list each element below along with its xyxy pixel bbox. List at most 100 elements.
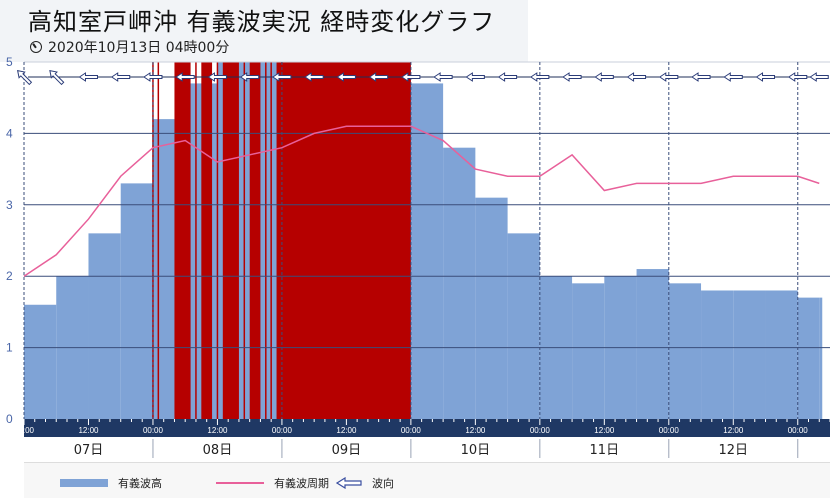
wave-height-bar: [765, 290, 798, 419]
wave-height-bar: [733, 290, 766, 419]
left-arrow-icon: [529, 72, 550, 82]
wave-direction-arrow: [594, 72, 614, 82]
wave-height-bar: [819, 297, 823, 419]
hour-tick-label: 12:00: [78, 426, 99, 435]
wave-direction-arrow: [658, 72, 679, 82]
wave-period-series: [23, 125, 820, 277]
wave-direction-arrow: [304, 72, 324, 82]
day-label: 10日: [461, 443, 491, 458]
y-tick-label: 3: [6, 198, 13, 212]
wave-direction-arrow: [787, 72, 808, 82]
wave-direction-arrow: [336, 72, 356, 82]
x-axis: 00:00 12:00 00:00 12:00 00:00 12:00 00:00 12:00…: [14, 419, 830, 458]
left-arrow-icon: [175, 72, 195, 82]
missing-data-region: [249, 62, 261, 419]
wave-height-bar: [24, 304, 57, 419]
left-arrow-icon: [49, 69, 65, 86]
wave-direction-arrow: [175, 72, 195, 82]
day-label: 08日: [203, 443, 233, 458]
wave-direction-row: [16, 69, 829, 86]
wave-direction-arrow: [16, 69, 33, 86]
left-arrow-icon: [304, 72, 324, 82]
x-axis-strip: [24, 419, 830, 437]
wave-height-bar: [475, 197, 508, 419]
timestamp-text: 2020年10月13日 04時00分: [48, 40, 230, 56]
wave-height-bar: [443, 147, 476, 419]
clock-icon: [30, 41, 42, 53]
day-label: 07日: [74, 443, 104, 458]
y-tick-label: 2: [6, 269, 13, 283]
wave-period-line: [23, 125, 820, 277]
hour-tick-label: 12:00: [336, 426, 357, 435]
hour-tick-label: 00:00: [143, 426, 164, 435]
wave-direction-arrow: [433, 72, 453, 82]
hour-tick-label: 12:00: [594, 426, 615, 435]
chart-legend: 有義波高 有義波周期 波向: [24, 462, 830, 498]
legend-item-wave-direction: 波向: [336, 475, 394, 491]
legend-swatch-bar: [60, 479, 108, 487]
wave-direction-arrow: [691, 72, 711, 82]
day-label: 09日: [332, 443, 362, 458]
legend-label: 有義波周期: [274, 477, 329, 490]
wave-direction-arrow: [497, 72, 518, 82]
wave-height-bar: [410, 83, 444, 420]
wave-direction-arrow: [272, 72, 292, 82]
wave-height-bar: [572, 283, 605, 419]
wave-direction-arrow: [78, 72, 98, 82]
missing-data-region: [276, 62, 411, 419]
left-arrow-icon: [400, 72, 421, 82]
left-arrow-icon: [368, 72, 389, 82]
y-axis: 0 1 2 3 4 5: [6, 55, 13, 426]
observation-timestamp: 2020年10月13日 04時00分: [30, 37, 229, 57]
left-arrow-icon: [207, 72, 227, 82]
page-title: 高知室戸岬沖 有義波実況 経時変化グラフ: [28, 8, 496, 36]
hour-tick-label: 12:00: [723, 426, 744, 435]
left-arrow-icon: [594, 72, 614, 82]
legend-item-wave-height: 有義波高: [60, 475, 162, 491]
hour-tick-label: 00:00: [788, 426, 809, 435]
wave-height-bar: [636, 269, 669, 419]
wave-direction-arrow: [465, 72, 485, 82]
left-arrow-icon: [433, 72, 453, 82]
hour-tick-label: 00:00: [401, 426, 422, 435]
chart-grid: [23, 61, 830, 419]
wave-height-bars: [24, 62, 823, 420]
day-label: 12日: [719, 443, 749, 458]
wave-height-bar: [88, 233, 121, 419]
left-arrow-icon: [691, 72, 711, 82]
left-arrow-icon: [143, 72, 163, 82]
left-arrow-icon: [239, 72, 260, 82]
legend-label: 波向: [372, 477, 394, 490]
left-arrow-icon: [78, 72, 98, 82]
wave-height-bar: [701, 290, 734, 419]
missing-data-region: [174, 62, 191, 419]
legend-label: 有義波高: [118, 477, 162, 490]
hour-tick-label: 12:00: [465, 426, 486, 435]
wave-height-bar: [120, 183, 153, 419]
y-tick-label: 5: [6, 55, 13, 69]
wave-direction-arrow: [562, 72, 582, 82]
wave-direction-arrow: [723, 72, 743, 82]
wave-direction-arrow: [207, 72, 227, 82]
wave-direction-arrow: [368, 72, 389, 82]
wave-direction-arrow: [110, 72, 131, 82]
wave-height-bar: [668, 283, 702, 419]
wave-direction-arrow: [143, 72, 163, 82]
left-arrow-icon: [787, 72, 808, 82]
wave-direction-arrow: [49, 69, 65, 86]
left-arrow-icon: [755, 72, 776, 82]
left-arrow-icon: [809, 72, 829, 82]
left-arrow-icon: [626, 72, 647, 82]
hour-tick-label: 12:00: [207, 426, 228, 435]
legend-swatch-line: [216, 482, 264, 484]
day-label: 11日: [590, 443, 620, 458]
y-tick-label: 0: [6, 412, 13, 426]
wave-direction-arrow: [529, 72, 550, 82]
hour-tick-label: 00:00: [272, 426, 293, 435]
left-arrow-icon: [562, 72, 582, 82]
hour-tick-label: 00:00: [659, 426, 680, 435]
left-arrow-icon: [16, 69, 33, 86]
left-arrow-icon: [465, 72, 485, 82]
y-tick-label: 1: [6, 341, 13, 355]
